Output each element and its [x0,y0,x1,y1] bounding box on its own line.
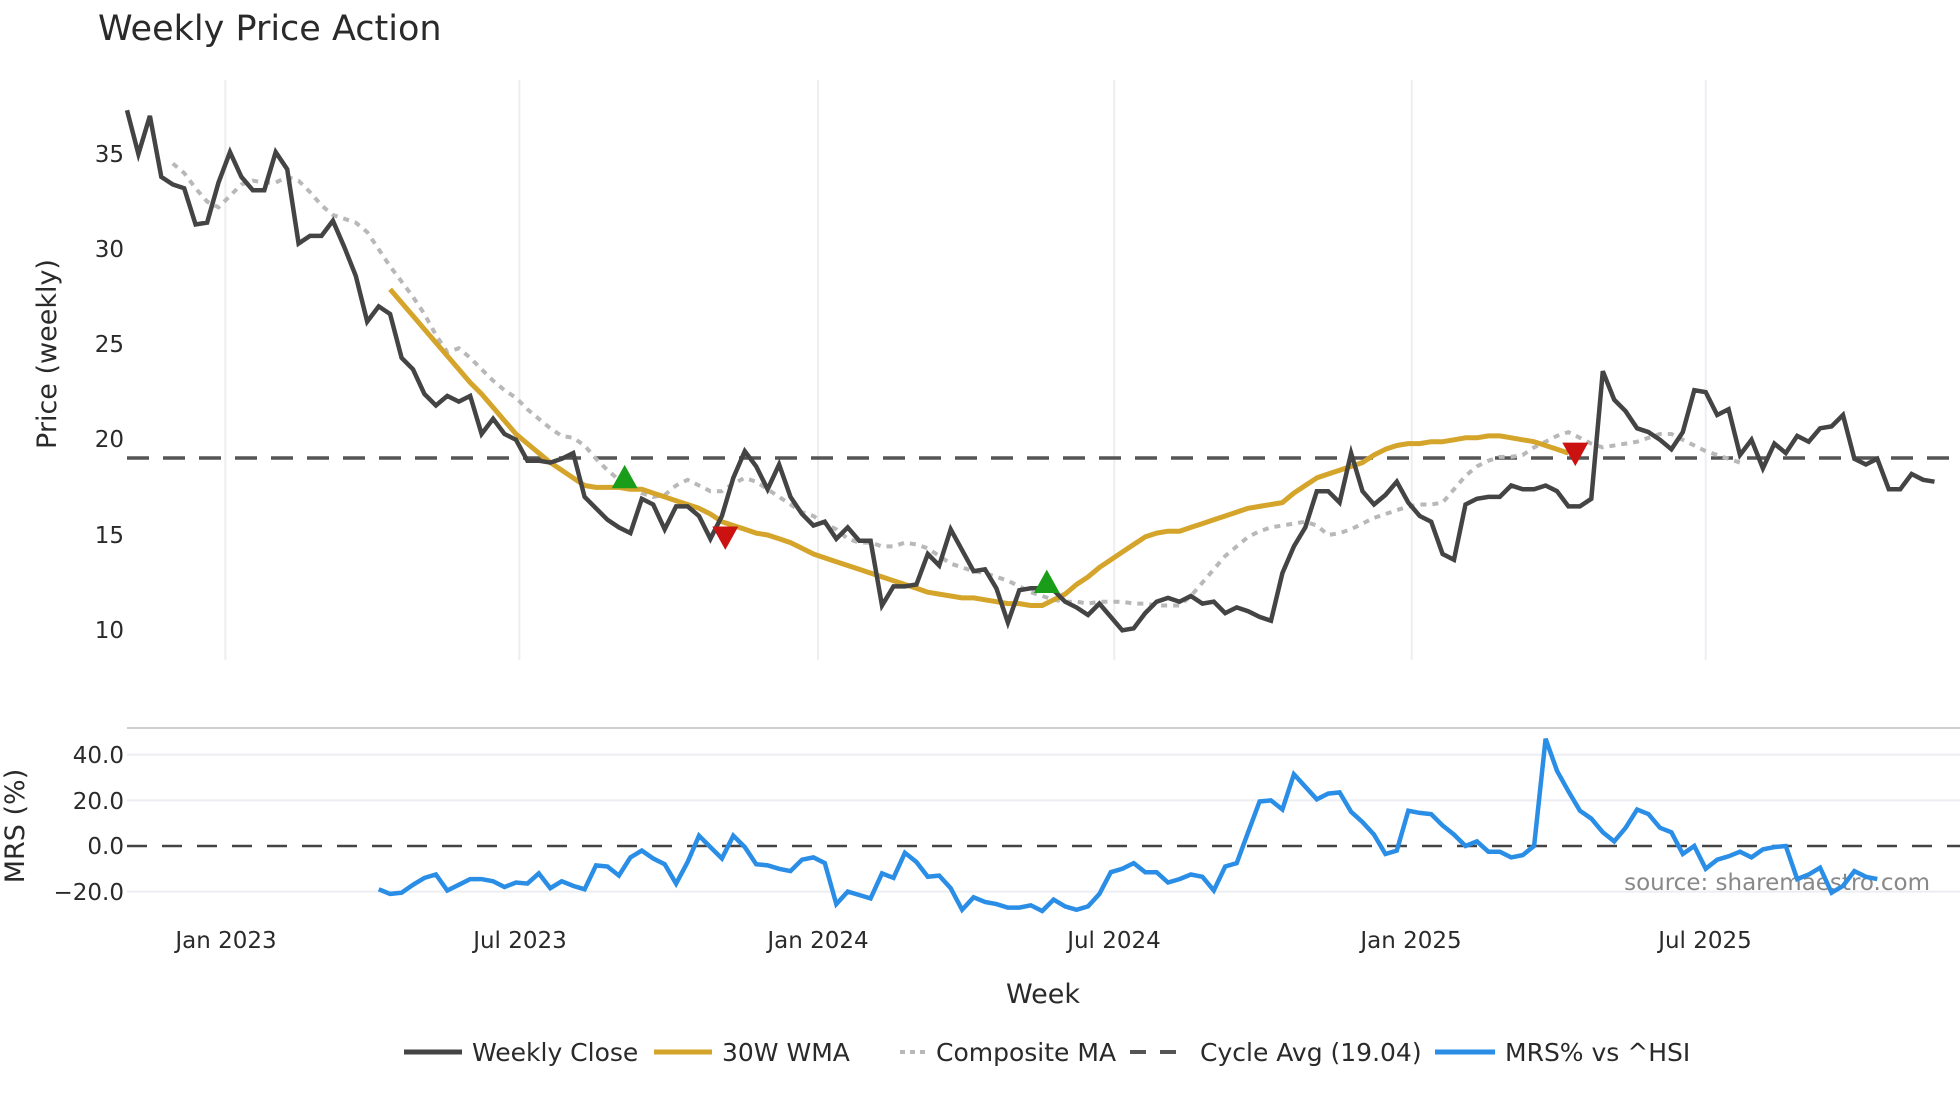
price-ytick-35: 35 [95,142,124,168]
legend-label: Composite MA [936,1038,1116,1067]
price-ytick-30: 30 [95,237,124,263]
buy-signal-triangle-up-icon [611,464,638,489]
xtick-jan-2025: Jan 2025 [1358,928,1461,954]
buy-signal-triangle-up-icon [1033,569,1060,594]
sell-signal-triangle-down-icon [1562,442,1589,467]
mrs-panel-gridlines [127,753,1960,893]
mrs-ytick-neg20: −20.0 [54,880,124,906]
legend-label: MRS% vs ^HSI [1505,1038,1690,1067]
price-ytick-10: 10 [95,618,124,644]
xtick-jan-2024: Jan 2024 [765,928,868,954]
mrs-y-axis: −20.0 0.0 20.0 40.0 [54,743,124,906]
price-y-axis: 10 15 20 25 30 35 [95,142,124,644]
sell-signal-triangle-down-icon [712,526,739,550]
price-y-axis-title: Price (weekly) [32,259,63,449]
legend: Weekly Close 30W WMA Composite MA Cycle … [404,1038,1690,1067]
mrs-ytick-0: 0.0 [87,834,124,860]
mrs-y-axis-title: MRS (%) [0,769,31,884]
mrs-ytick-40: 40.0 [73,743,124,769]
weekly-close-line [124,109,1935,633]
legend-label: Weekly Close [472,1038,638,1067]
price-panel-gridlines [224,80,1707,660]
composite-ma-line [171,161,1741,608]
legend-item-composite-ma[interactable]: Composite MA [900,1038,1116,1067]
signal-markers [611,442,1589,594]
price-ytick-15: 15 [95,523,124,549]
xtick-jul-2023: Jul 2023 [471,928,567,954]
x-axis-title: Week [1006,979,1080,1010]
source-annotation: source: sharemaestro.com [1624,870,1930,896]
price-ytick-25: 25 [95,332,124,358]
legend-item-weekly-close[interactable]: Weekly Close [404,1038,638,1067]
xtick-jul-2025: Jul 2025 [1656,928,1752,954]
xtick-jan-2023: Jan 2023 [173,928,276,954]
legend-item-cycle-avg[interactable]: Cycle Avg (19.04) [1130,1038,1422,1067]
x-axis: Jan 2023 Jul 2023 Jan 2024 Jul 2024 Jan … [173,928,1751,954]
legend-item-mrs[interactable]: MRS% vs ^HSI [1435,1038,1690,1067]
legend-label: 30W WMA [722,1038,850,1067]
mrs-line [377,738,1878,914]
chart-title: Weekly Price Action [98,9,442,49]
xtick-jul-2024: Jul 2024 [1065,928,1161,954]
legend-label: Cycle Avg (19.04) [1200,1038,1422,1067]
legend-item-30w-wma[interactable]: 30W WMA [654,1038,850,1067]
mrs-ytick-20: 20.0 [73,789,124,815]
wma-30w-line [388,287,1570,608]
price-ytick-20: 20 [95,427,124,453]
